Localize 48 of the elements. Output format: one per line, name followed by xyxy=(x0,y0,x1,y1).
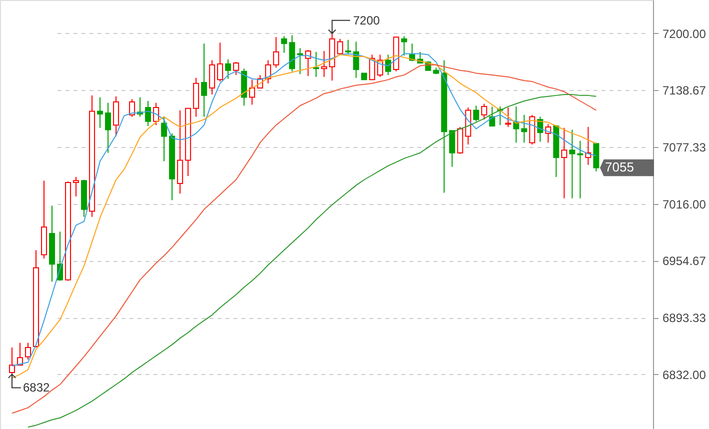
candlestick xyxy=(337,38,344,56)
candlestick xyxy=(513,106,520,144)
y-tick-label: 6832.00 xyxy=(662,368,706,382)
candlestick xyxy=(249,79,256,106)
candlestick xyxy=(313,51,320,78)
candlestick xyxy=(233,62,240,76)
candlestick xyxy=(209,60,216,96)
annotation: 6832 xyxy=(23,380,50,394)
y-tick-label: 6893.33 xyxy=(662,311,706,326)
candlestick xyxy=(505,106,512,128)
candlestick xyxy=(25,342,32,360)
candlestick xyxy=(473,105,480,122)
candlestick xyxy=(9,346,16,375)
y-tick-label: 7016.00 xyxy=(662,197,706,212)
annotation: 7200 xyxy=(353,13,380,28)
candlestick xyxy=(145,100,152,127)
candlestick xyxy=(161,116,168,162)
candlestick xyxy=(201,43,208,118)
text: 7055 xyxy=(605,160,634,175)
candlestick xyxy=(305,50,312,76)
candlestick xyxy=(449,130,456,168)
candlestick xyxy=(561,127,568,199)
candlestick xyxy=(521,114,528,144)
candlestick xyxy=(97,96,104,128)
y-tick-label: 7077.33 xyxy=(662,140,706,155)
y-tick-label: 7200.00 xyxy=(662,26,706,41)
candlestick xyxy=(569,129,576,199)
candlestick xyxy=(385,54,392,76)
candlestick xyxy=(73,176,80,197)
candlestick xyxy=(297,48,304,75)
candlestick xyxy=(129,98,136,118)
candlestick xyxy=(225,58,232,80)
candlestick xyxy=(273,36,280,68)
candlestick xyxy=(321,50,328,78)
candlestick xyxy=(17,342,24,366)
candlestick xyxy=(489,106,496,127)
candlestick xyxy=(481,103,488,120)
y-tick-label: 6954.67 xyxy=(662,254,706,268)
y-tick-label: 7138.67 xyxy=(662,84,706,98)
candlestick xyxy=(369,54,376,80)
candlestick xyxy=(105,102,112,154)
candlestick xyxy=(345,39,352,56)
candlestick xyxy=(217,42,224,82)
candlestick xyxy=(281,36,288,54)
candlestick xyxy=(177,110,184,194)
candlestick xyxy=(113,96,120,137)
candlestick xyxy=(401,36,408,56)
candlestick xyxy=(153,102,160,126)
